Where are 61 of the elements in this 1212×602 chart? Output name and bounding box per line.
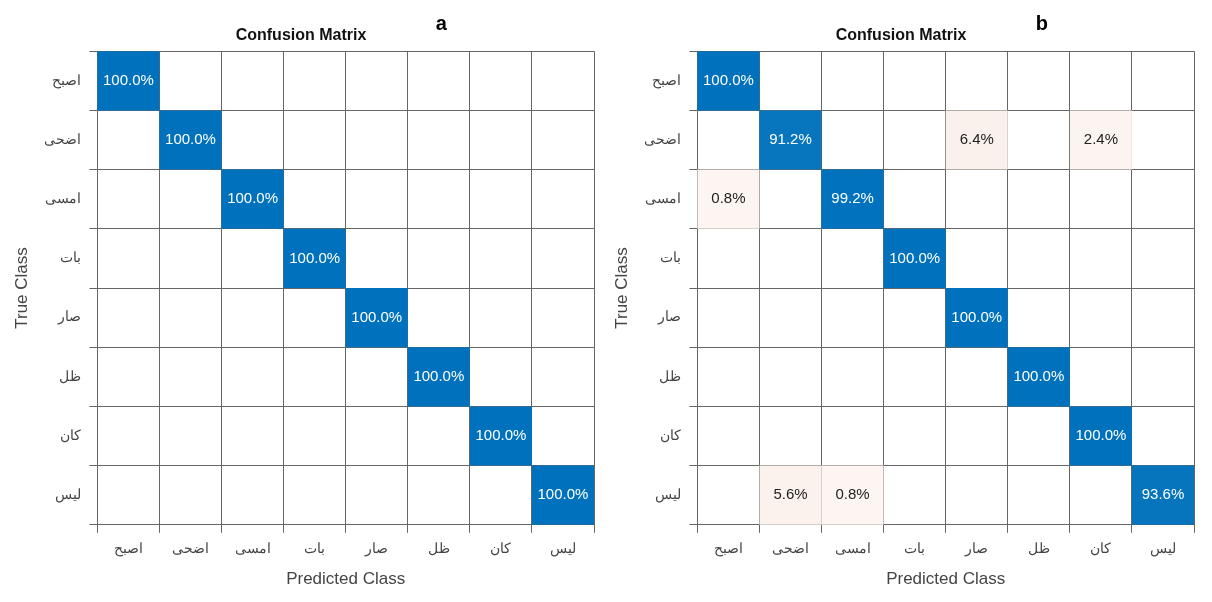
data-label: 0.8% — [835, 485, 870, 503]
x-tick-label: كان — [490, 540, 512, 557]
x-tick-label: اصبح — [713, 540, 743, 558]
chart-title: Confusion Matrix — [235, 26, 367, 44]
data-label: 2.4% — [1083, 130, 1118, 148]
x-tick-label: صار — [964, 540, 989, 558]
y-tick-label: بات — [60, 249, 82, 266]
x-tick-label: اضحى — [172, 540, 210, 557]
data-label: 6.4% — [959, 130, 994, 148]
y-tick-label: ظل — [659, 367, 682, 384]
x-tick-label: امسى — [234, 540, 271, 557]
data-label: 91.2% — [769, 130, 812, 148]
y-axis-title: True Class — [11, 247, 31, 329]
data-label: 99.2% — [831, 189, 874, 207]
chart-title: Confusion Matrix — [835, 26, 967, 44]
x-tick-label: صار — [364, 540, 389, 558]
data-label: 100.0% — [475, 426, 527, 444]
data-label: 5.6% — [773, 485, 808, 503]
data-label: 100.0% — [1075, 426, 1127, 444]
y-tick-label: اضحى — [44, 130, 82, 147]
y-tick-label: صار — [57, 308, 82, 326]
x-tick-label: كان — [1090, 540, 1112, 557]
x-tick-label: ظل — [427, 540, 450, 557]
y-tick-label: ليس — [655, 486, 682, 504]
y-tick-label: امسى — [45, 190, 82, 207]
x-tick-label: بات — [904, 540, 926, 557]
x-tick-label: امسى — [834, 540, 871, 557]
data-label: 100.0% — [165, 130, 216, 148]
data-label: 100.0% — [103, 70, 154, 88]
data-label: 93.6% — [1141, 485, 1185, 503]
text: a — [435, 12, 448, 34]
y-tick-label: اصبح — [652, 71, 682, 89]
y-tick-label: اضحى — [644, 130, 682, 147]
y-tick-label: بات — [660, 249, 682, 266]
x-axis-title: Predicted Class — [886, 569, 1006, 589]
y-tick-label: صار — [657, 308, 682, 326]
y-tick-label: كان — [60, 426, 82, 443]
text: b — [1035, 12, 1048, 34]
y-tick-label: امسى — [645, 190, 682, 207]
data-label: 100.0% — [289, 248, 341, 266]
x-axis-title: Predicted Class — [286, 569, 406, 589]
y-tick-label: ظل — [59, 367, 82, 384]
x-tick-label: ليس — [549, 540, 576, 558]
data-label: 100.0% — [951, 307, 1003, 325]
y-tick-label: كان — [660, 426, 682, 443]
data-label: 100.0% — [703, 70, 754, 88]
data-label: 100.0% — [227, 189, 279, 207]
x-tick-label: ظل — [1027, 540, 1050, 557]
data-label: 100.0% — [413, 366, 465, 384]
data-label: 100.0% — [351, 307, 403, 325]
x-tick-label: اضحى — [772, 540, 810, 557]
y-tick-label: اصبح — [52, 71, 82, 89]
y-axis-title: True Class — [611, 247, 631, 329]
x-tick-label: ليس — [1149, 540, 1176, 558]
data-label: 100.0% — [537, 485, 589, 503]
x-tick-label: بات — [304, 540, 326, 557]
y-tick-label: ليس — [55, 486, 82, 504]
data-label: 100.0% — [1013, 366, 1065, 384]
data-label: 0.8% — [711, 189, 746, 207]
x-tick-label: اصبح — [113, 540, 143, 558]
data-label: 100.0% — [889, 248, 941, 266]
